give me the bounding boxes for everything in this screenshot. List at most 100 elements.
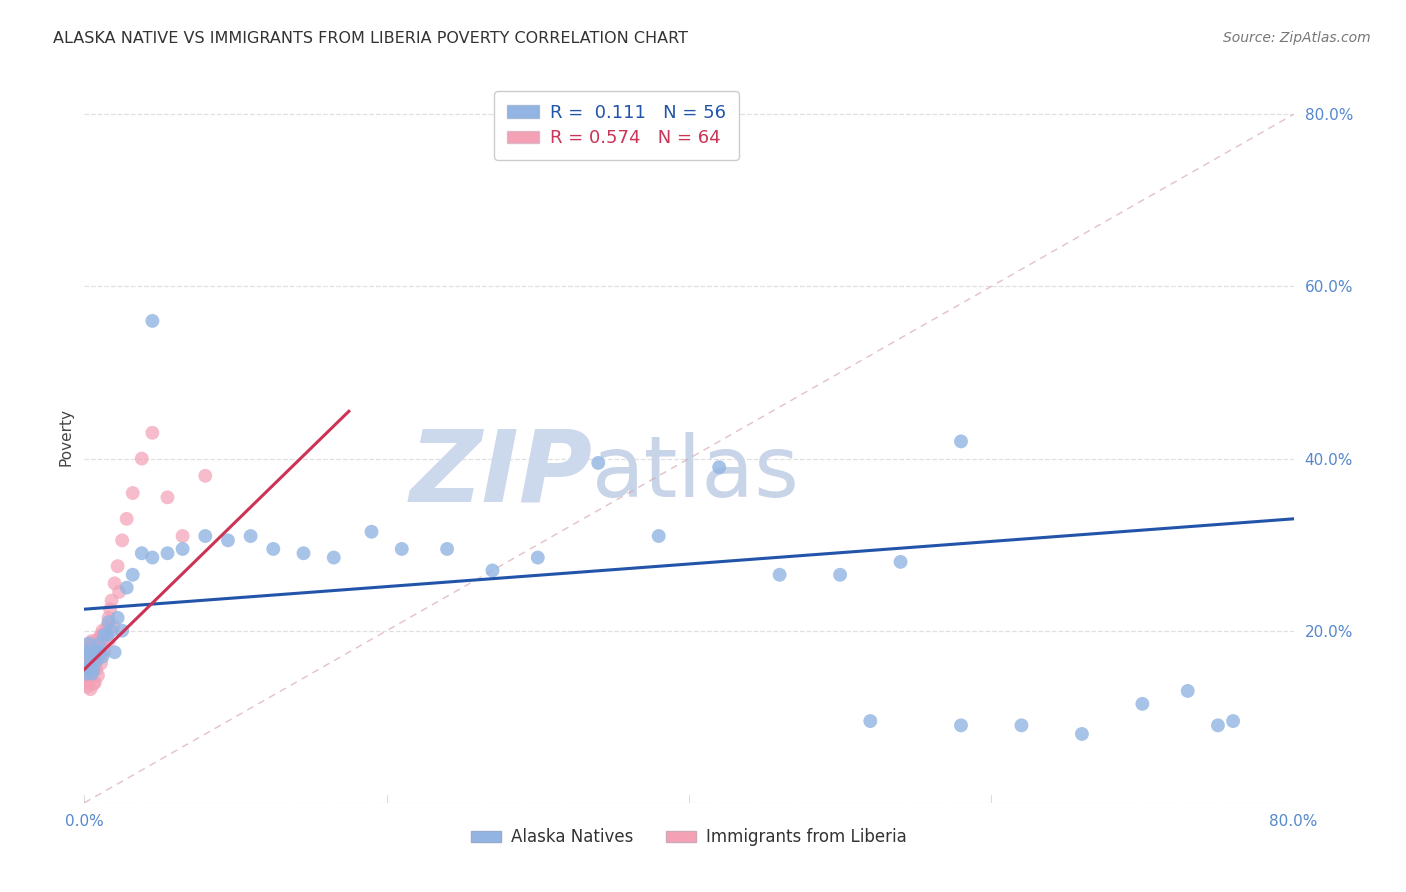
Point xyxy=(96,628,118,642)
Point xyxy=(107,559,129,574)
Point xyxy=(111,533,134,548)
Point xyxy=(91,637,114,651)
Point xyxy=(391,541,413,556)
Point xyxy=(90,657,112,671)
Point xyxy=(79,639,101,653)
Point xyxy=(98,602,121,616)
Point xyxy=(79,648,101,662)
Point xyxy=(75,666,97,681)
Point xyxy=(82,642,104,657)
Point xyxy=(86,662,108,676)
Point xyxy=(360,524,382,539)
Point xyxy=(131,546,153,560)
Point xyxy=(89,631,111,645)
Y-axis label: Poverty: Poverty xyxy=(58,408,73,467)
Point xyxy=(76,654,98,668)
Text: atlas: atlas xyxy=(592,432,800,516)
Point xyxy=(93,628,115,642)
Point xyxy=(769,567,792,582)
Point xyxy=(75,654,97,668)
Point xyxy=(89,637,111,651)
Point xyxy=(79,645,101,659)
Point xyxy=(1011,718,1033,732)
Point xyxy=(107,611,129,625)
Point xyxy=(84,657,107,671)
Point xyxy=(82,662,104,676)
Point xyxy=(75,675,97,690)
Legend: Alaska Natives, Immigrants from Liberia: Alaska Natives, Immigrants from Liberia xyxy=(464,822,914,853)
Point xyxy=(79,657,101,671)
Point xyxy=(77,662,100,676)
Point xyxy=(76,662,98,676)
Text: Source: ZipAtlas.com: Source: ZipAtlas.com xyxy=(1223,31,1371,45)
Point xyxy=(93,645,115,659)
Point xyxy=(709,460,731,475)
Point xyxy=(84,645,107,659)
Point xyxy=(87,648,110,662)
Point xyxy=(156,491,179,505)
Point xyxy=(111,624,134,638)
Point xyxy=(950,718,973,732)
Point xyxy=(87,645,110,659)
Point xyxy=(194,468,217,483)
Point xyxy=(90,639,112,653)
Point xyxy=(86,651,108,665)
Point xyxy=(322,550,344,565)
Point xyxy=(1206,718,1229,732)
Point xyxy=(77,657,100,671)
Point xyxy=(93,631,115,645)
Point xyxy=(76,671,98,685)
Point xyxy=(436,541,458,556)
Point xyxy=(91,624,114,638)
Point xyxy=(1071,727,1094,741)
Point xyxy=(86,654,108,668)
Point xyxy=(115,512,138,526)
Point xyxy=(80,654,103,668)
Point xyxy=(82,660,104,674)
Point xyxy=(76,645,98,659)
Point xyxy=(141,425,163,440)
Point xyxy=(80,666,103,681)
Point xyxy=(87,639,110,653)
Point xyxy=(121,567,143,582)
Point xyxy=(588,456,610,470)
Point xyxy=(86,634,108,648)
Point xyxy=(1177,684,1199,698)
Point xyxy=(77,673,100,688)
Point xyxy=(89,642,111,657)
Point xyxy=(80,634,103,648)
Text: ALASKA NATIVE VS IMMIGRANTS FROM LIBERIA POVERTY CORRELATION CHART: ALASKA NATIVE VS IMMIGRANTS FROM LIBERIA… xyxy=(53,31,689,46)
Point xyxy=(76,654,98,668)
Point xyxy=(97,615,120,629)
Point xyxy=(86,642,108,657)
Point xyxy=(131,451,153,466)
Point xyxy=(115,581,138,595)
Point xyxy=(950,434,973,449)
Point xyxy=(77,668,100,682)
Point xyxy=(481,564,503,578)
Point xyxy=(141,314,163,328)
Point xyxy=(859,714,882,728)
Point xyxy=(87,668,110,682)
Point xyxy=(100,593,122,607)
Point xyxy=(79,665,101,679)
Point xyxy=(82,651,104,665)
Point xyxy=(75,662,97,676)
Point xyxy=(104,645,127,659)
Point xyxy=(94,625,117,640)
Point xyxy=(96,619,118,633)
Point xyxy=(194,529,217,543)
Point xyxy=(292,546,315,560)
Point xyxy=(76,645,98,659)
Point xyxy=(156,546,179,560)
Point xyxy=(76,680,98,694)
Point xyxy=(97,611,120,625)
Point xyxy=(100,624,122,638)
Point xyxy=(82,677,104,691)
Point xyxy=(77,648,100,662)
Point xyxy=(1130,697,1153,711)
Point xyxy=(527,550,550,565)
Point xyxy=(239,529,262,543)
Point xyxy=(217,533,239,548)
Point xyxy=(80,662,103,676)
